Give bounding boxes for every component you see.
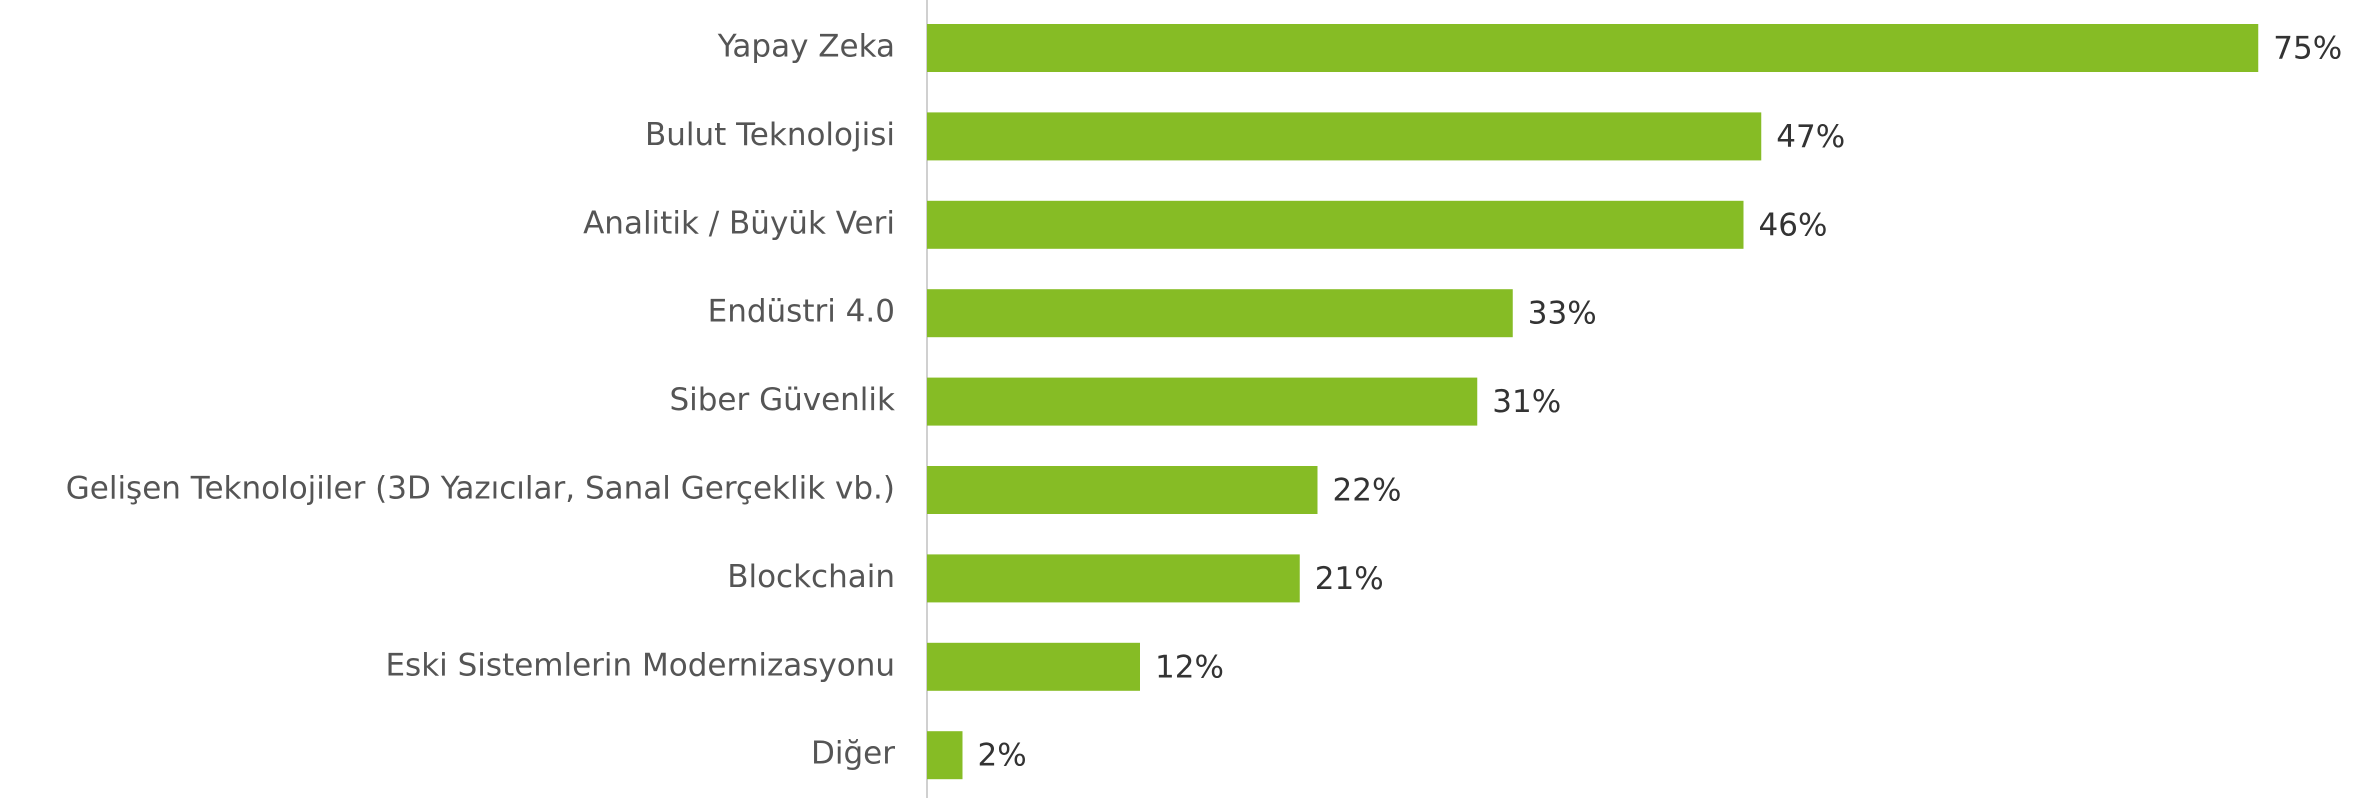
bar [927, 24, 2259, 72]
bar [927, 642, 1140, 691]
value-label: 33% [1528, 296, 1597, 332]
category-label: Analitik / Büyük Veri [583, 205, 895, 241]
bar [927, 466, 1318, 514]
category-label: Endüstri 4.0 [708, 294, 895, 330]
category-label: Blockchain [727, 559, 895, 595]
category-label: Gelişen Teknolojiler (3D Yazıcılar, Sana… [66, 471, 895, 507]
bar [927, 731, 963, 780]
value-label: 75% [2273, 31, 2342, 67]
value-label: 47% [1776, 119, 1845, 155]
value-label: 31% [1492, 384, 1561, 420]
bar [927, 112, 1762, 161]
value-label: 21% [1315, 561, 1384, 597]
category-label: Siber Güvenlik [669, 382, 895, 418]
value-label: 12% [1155, 649, 1224, 685]
category-label: Yapay Zeka [717, 29, 895, 65]
value-label: 46% [1759, 207, 1828, 243]
value-label: 2% [978, 738, 1027, 774]
category-label: Eski Sistemlerin Modernizasyonu [385, 647, 895, 683]
bar [927, 554, 1300, 603]
category-label: Diğer [811, 736, 895, 772]
bar [927, 200, 1744, 249]
bar [927, 377, 1478, 426]
category-label: Bulut Teknolojisi [645, 117, 895, 153]
bar [927, 289, 1513, 338]
value-label: 22% [1333, 473, 1402, 509]
